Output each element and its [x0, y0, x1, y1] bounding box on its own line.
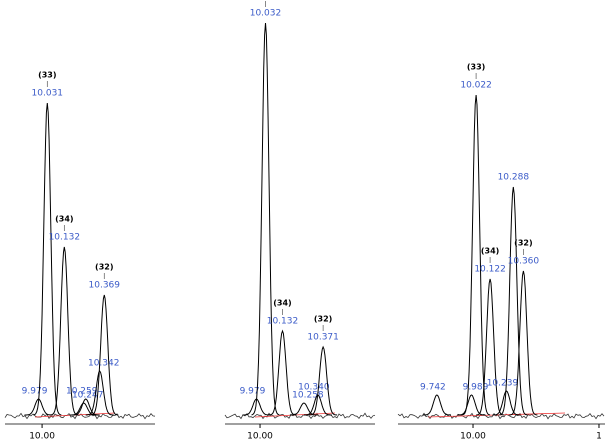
retention-time-label: 10.369 — [89, 281, 121, 291]
compound-label: (32) — [95, 263, 113, 272]
baseline-noise — [397, 412, 605, 420]
compound-label: (34) — [481, 247, 499, 256]
retention-time-label: 10.132 — [267, 317, 299, 327]
x-tick-label: 10.00 — [29, 432, 55, 441]
retention-time-label: 10.288 — [498, 173, 530, 183]
peak — [492, 390, 521, 416]
x-tick-label: 10.00 — [247, 432, 273, 441]
peak — [309, 345, 338, 416]
retention-time-label: 10.132 — [49, 233, 81, 243]
retention-time-label: 10.258 — [292, 391, 324, 401]
retention-time-label: 10.259 — [66, 387, 98, 397]
compound-label: (33) — [38, 71, 56, 80]
peak — [90, 294, 119, 416]
peak — [422, 394, 451, 416]
retention-time-label: 10.247 — [72, 391, 104, 401]
retention-time-label: 9.979 — [22, 387, 48, 397]
peak — [71, 398, 100, 416]
compound-label: (32) — [314, 315, 332, 324]
compound-label: (34) — [273, 299, 291, 308]
retention-time-label: 10.022 — [460, 81, 492, 91]
peak — [457, 394, 486, 416]
peak — [509, 270, 538, 416]
retention-time-label: 10.360 — [508, 257, 540, 267]
retention-time-label: 9.979 — [240, 387, 266, 397]
peak — [476, 278, 505, 416]
compound-label: (33) — [467, 63, 485, 72]
x-tick-label: 10.00 — [460, 432, 486, 441]
retention-time-label: 10.340 — [298, 383, 330, 393]
retention-time-label: 10.371 — [307, 333, 339, 343]
retention-time-label: 10.031 — [32, 89, 64, 99]
peak — [251, 22, 280, 416]
x-tick-label: 1 — [596, 432, 602, 441]
retention-time-label: 9.742 — [420, 383, 446, 393]
retention-time-label: 9.989 — [463, 383, 489, 393]
retention-time-label: 10.032 — [250, 9, 282, 19]
retention-time-label: 10.342 — [88, 359, 120, 369]
peak — [499, 186, 528, 416]
peak — [33, 102, 62, 416]
retention-time-label: 10.239 — [487, 379, 519, 389]
compound-label: (32) — [514, 239, 532, 248]
retention-time-label: 10.122 — [474, 265, 506, 275]
baseline-noise — [4, 412, 156, 420]
peak — [50, 246, 79, 416]
peak — [289, 402, 318, 416]
baseline-noise — [224, 412, 376, 420]
compound-label: (34) — [55, 215, 73, 224]
peak — [268, 329, 297, 416]
peak — [461, 94, 491, 416]
